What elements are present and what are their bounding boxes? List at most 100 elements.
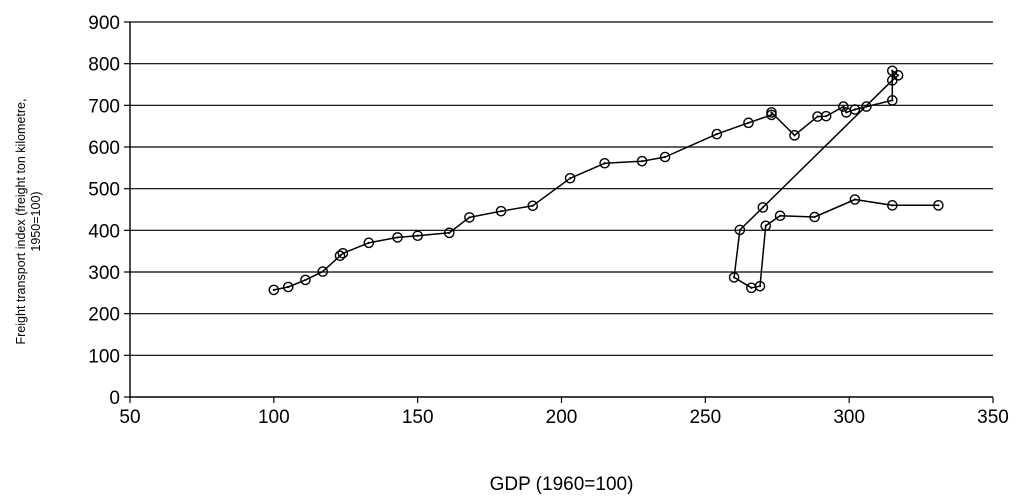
data-point-center	[747, 121, 750, 124]
x-axis-title: GDP (1960=100)	[490, 474, 634, 495]
data-point-center	[825, 115, 828, 118]
data-point	[887, 95, 898, 106]
data-point	[760, 220, 772, 232]
data-point-center	[468, 216, 471, 219]
data-point	[300, 274, 311, 286]
data-point	[317, 266, 329, 277]
x-tick-label: 50	[119, 407, 140, 428]
y-axis-title-line-1: Freight transport index (freight ton kil…	[14, 99, 28, 345]
y-tick-labels: 0 100 200 300 400 500 600 700 800 900	[88, 13, 120, 409]
data-point	[337, 247, 349, 259]
data-point-center	[733, 276, 736, 279]
data-point	[495, 205, 507, 217]
data-point-center	[287, 285, 290, 289]
data-point-center	[842, 105, 845, 108]
y-axis-title: Freight transport index (freight ton kil…	[14, 99, 43, 345]
data-point	[392, 232, 403, 243]
x-tick-label: 100	[258, 407, 290, 428]
data-point	[711, 128, 723, 140]
data-point-center	[793, 134, 796, 137]
data-point	[754, 280, 766, 292]
data-point-center	[891, 99, 894, 102]
data-point-center	[764, 224, 767, 227]
data-point	[849, 194, 861, 205]
data-series	[268, 65, 944, 296]
y-tick-label: 0	[109, 388, 120, 409]
data-point-center	[367, 241, 370, 244]
data-point	[838, 101, 849, 112]
data-point-center	[891, 79, 894, 82]
data-point-center	[770, 111, 773, 114]
data-point-center	[845, 111, 848, 114]
data-point	[363, 237, 375, 249]
y-tick-label: 500	[88, 180, 120, 201]
y-tick-label: 400	[88, 221, 120, 242]
data-point-center	[816, 115, 819, 118]
data-point	[282, 281, 294, 293]
x-tick-label: 150	[402, 407, 434, 428]
grid-lines	[130, 21, 993, 356]
data-point-center	[865, 105, 868, 108]
data-point-center	[715, 132, 718, 136]
data-point	[444, 227, 455, 239]
data-point-center	[640, 160, 644, 163]
data-point-center	[891, 204, 894, 207]
axes	[124, 21, 994, 403]
data-point	[933, 200, 944, 211]
y-axis-title-line-2: 1950=100)	[29, 191, 43, 251]
data-point-center	[396, 236, 399, 239]
series-line	[273, 70, 939, 291]
data-point	[849, 104, 861, 115]
data-point	[861, 101, 872, 112]
data-point	[728, 272, 740, 283]
data-point	[527, 200, 539, 212]
data-point-center	[448, 231, 451, 234]
data-point	[599, 157, 610, 169]
y-tick-label: 300	[88, 263, 120, 284]
data-point-center	[531, 204, 534, 207]
data-point	[766, 107, 777, 118]
data-point-center	[758, 285, 762, 288]
data-point	[412, 230, 423, 242]
data-point	[268, 284, 280, 296]
data-point-center	[341, 252, 344, 255]
data-point	[636, 155, 648, 167]
data-point-center	[738, 228, 741, 232]
data-point	[809, 211, 820, 223]
data-point-center	[770, 113, 773, 117]
data-point	[659, 151, 671, 163]
data-point-center	[569, 177, 572, 180]
data-point	[887, 200, 898, 211]
data-point-center	[321, 270, 324, 273]
data-point-center	[779, 214, 782, 217]
data-point-center	[304, 278, 307, 282]
data-point	[757, 202, 769, 213]
y-tick-label: 700	[88, 96, 120, 117]
data-point-center	[896, 74, 900, 77]
y-tick-label: 800	[88, 55, 120, 76]
x-tick-label: 350	[977, 407, 1009, 428]
data-point-center	[603, 162, 606, 165]
data-point	[743, 117, 754, 129]
data-point	[820, 110, 832, 122]
data-point-center	[891, 69, 894, 72]
data-point-center	[750, 286, 753, 289]
data-point-center	[499, 210, 503, 213]
x-tick-label: 200	[546, 407, 578, 428]
y-tick-label: 200	[88, 305, 120, 326]
y-tick-label: 100	[88, 346, 120, 367]
y-tick-label: 600	[88, 138, 120, 159]
x-tick-label: 300	[833, 407, 865, 428]
x-tick-label: 250	[689, 407, 721, 428]
data-point-center	[937, 204, 940, 207]
data-point-center	[416, 234, 419, 237]
data-point	[734, 224, 746, 236]
x-tick-labels: 50 100 150 200 250 300 350	[119, 407, 1008, 428]
data-point	[464, 212, 475, 223]
data-point-center	[853, 198, 857, 201]
data-point	[774, 210, 786, 222]
y-tick-label: 900	[88, 13, 120, 34]
data-point	[334, 250, 346, 262]
data-point	[564, 172, 576, 184]
